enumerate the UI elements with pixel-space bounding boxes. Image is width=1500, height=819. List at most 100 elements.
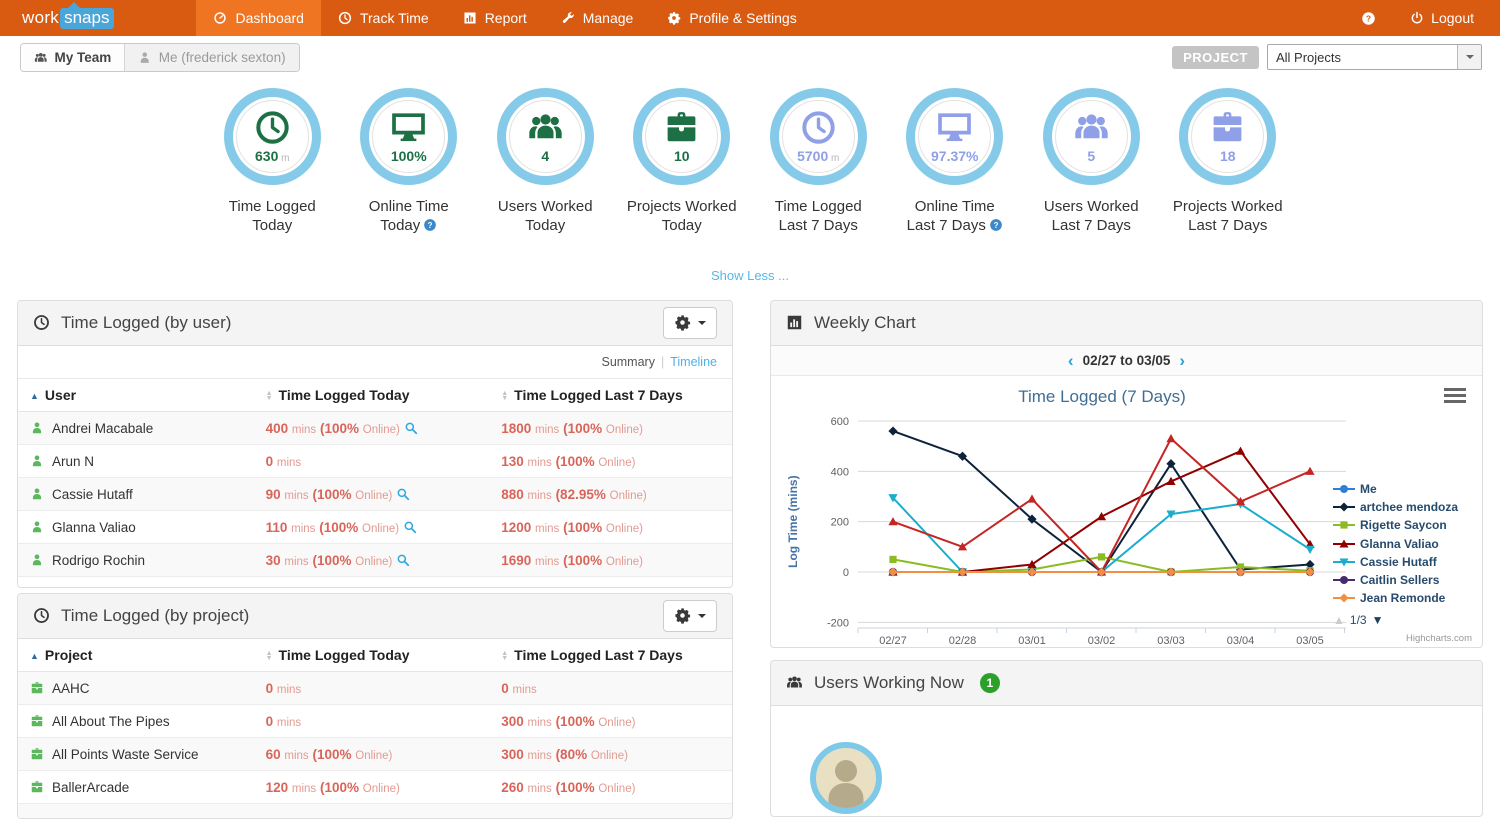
legend-item-caitlin-sellers[interactable]: Caitlin Sellers (1333, 571, 1458, 589)
row-name: BallerArcade (30, 779, 244, 795)
nav-item-manage[interactable]: Manage (544, 0, 651, 36)
gear-icon (667, 10, 681, 26)
weekly-panel-header: Weekly Chart (771, 301, 1482, 346)
time-week-cell: 260 mins (100% Online) (489, 771, 732, 804)
stat-value: 4 (541, 148, 549, 164)
briefcase-icon (30, 779, 44, 795)
time-today-cell: 400 mins (100% Online) (254, 412, 490, 445)
y-tick-label: 600 (831, 416, 849, 428)
user-panel-title: Time Logged (by user) (61, 313, 231, 333)
row-name: Glanna Valiao (30, 519, 244, 535)
show-less-link[interactable]: Show Less ... (0, 268, 1500, 283)
date-range-label: 02/27 to 03/05 (1083, 353, 1171, 368)
legend-marker (1333, 501, 1355, 513)
tab-me[interactable]: Me (frederick sexton) (124, 44, 298, 71)
x-tick-label: 02/28 (949, 635, 977, 647)
help-icon[interactable]: ? (1361, 11, 1376, 26)
zoom-detail-icon[interactable] (403, 519, 417, 535)
briefcase-icon (1209, 109, 1246, 146)
working-count-badge: 1 (980, 673, 1000, 693)
nav-item-track-time[interactable]: Track Time (321, 0, 446, 36)
svg-text:?: ? (993, 221, 998, 230)
users-icon (34, 50, 48, 65)
nav-item-dashboard[interactable]: Dashboard (196, 0, 321, 36)
col-week[interactable]: ▲▼Time Logged Last 7 Days (489, 639, 732, 672)
avatar[interactable] (810, 742, 882, 814)
worksnaps-logo[interactable]: work snaps (0, 0, 134, 36)
legend-item-cassie-hutaff[interactable]: Cassie Hutaff (1333, 553, 1458, 571)
col-user[interactable]: ▲User (18, 379, 254, 412)
help-icon[interactable]: ? (989, 217, 1003, 233)
next-week-button[interactable]: › (1179, 352, 1185, 369)
sort-icons[interactable]: ▲▼ (501, 391, 508, 401)
sort-asc-icon[interactable]: ▲ (30, 651, 39, 661)
series-line-unlabeled (893, 439, 1310, 572)
help-icon[interactable]: ? (423, 217, 437, 233)
nav-item-profile-settings[interactable]: Profile & Settings (650, 0, 813, 36)
view-summary[interactable]: Summary (601, 355, 654, 369)
row-name: Arun N (30, 453, 244, 469)
project-table: ▲Project ▲▼Time Logged Today ▲▼Time Logg… (18, 639, 732, 819)
row-name: Cassie Hutaff (30, 486, 244, 502)
zoom-detail-icon[interactable] (396, 552, 410, 568)
zoom-detail-icon[interactable] (396, 486, 410, 502)
panel-settings-button[interactable] (663, 307, 717, 339)
legend-marker (1333, 592, 1355, 604)
tab-my-team[interactable]: My Team (21, 44, 124, 71)
wrench-icon (561, 10, 575, 26)
col-project[interactable]: ▲Project (18, 639, 254, 672)
navbar-right: ? Logout (1361, 0, 1500, 36)
sort-icons[interactable]: ▲▼ (266, 651, 273, 661)
sort-asc-icon[interactable]: ▲ (30, 391, 39, 401)
nav-item-report[interactable]: Report (446, 0, 544, 36)
stat-circle: 4 (497, 88, 594, 185)
legend-marker (1333, 556, 1355, 568)
project-select[interactable]: All Projects (1267, 44, 1482, 70)
stat-value: 5700 m (797, 148, 839, 164)
logout-button[interactable]: Logout (1410, 10, 1474, 26)
view-timeline-link[interactable]: Timeline (670, 355, 717, 369)
row-name: Andrei Macabale (30, 420, 244, 436)
time-today-cell: 0 mins (254, 705, 490, 738)
legend-item-glanna-valiao[interactable]: Glanna Valiao (1333, 535, 1458, 553)
legend-item-jean-remonde[interactable]: Jean Remonde (1333, 589, 1458, 607)
stat-value: 10 (674, 148, 690, 164)
stat-circle: 630 m (224, 88, 321, 185)
legend-item-artchee-mendoza[interactable]: artchee mendoza (1333, 498, 1458, 516)
legend-marker (1333, 574, 1355, 586)
person-icon (30, 519, 44, 535)
user-table: ▲User ▲▼Time Logged Today ▲▼Time Logged … (18, 379, 732, 577)
tab-me-label: Me (frederick sexton) (159, 50, 286, 65)
panel-settings-button[interactable] (663, 600, 717, 632)
time-week-cell: 1690 mins (100% Online) (489, 544, 732, 577)
sort-icons[interactable]: ▲▼ (501, 651, 508, 661)
clock-icon (254, 109, 291, 146)
chart-menu-button[interactable] (1444, 388, 1466, 406)
col-today[interactable]: ▲▼Time Logged Today (254, 639, 490, 672)
legend-prev-icon[interactable]: ▲ (1333, 613, 1345, 627)
person-icon (30, 453, 44, 469)
col-week[interactable]: ▲▼Time Logged Last 7 Days (489, 379, 732, 412)
legend-item-rigette-saycon[interactable]: Rigette Saycon (1333, 516, 1458, 534)
legend-item-me[interactable]: Me (1333, 480, 1458, 498)
legend-marker (1333, 538, 1355, 550)
time-today-cell: 110 mins (100% Online) (254, 511, 490, 544)
col-today[interactable]: ▲▼Time Logged Today (254, 379, 490, 412)
sort-icons[interactable]: ▲▼ (266, 391, 273, 401)
zoom-detail-icon[interactable] (404, 420, 418, 436)
legend-next-icon[interactable]: ▼ (1372, 613, 1384, 627)
weekly-panel-title: Weekly Chart (814, 313, 916, 333)
prev-week-button[interactable]: ‹ (1068, 352, 1074, 369)
